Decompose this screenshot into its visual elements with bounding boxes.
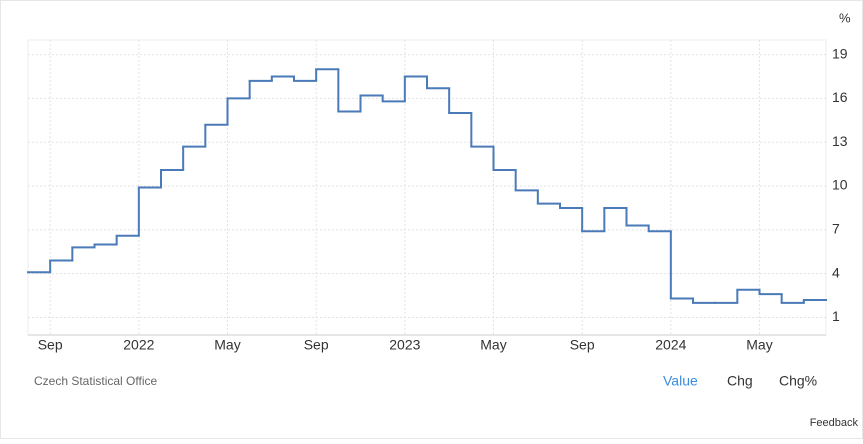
x-tick-label: May	[746, 337, 772, 353]
value-button[interactable]: Value	[663, 373, 698, 389]
x-tick-label: 2023	[389, 337, 420, 353]
y-tick-label: 1	[832, 308, 840, 324]
y-tick-label: 19	[832, 45, 848, 61]
source: Czech Statistical Office	[34, 374, 157, 388]
x-tick-label: 2024	[655, 337, 686, 353]
y-tick-label: 7	[832, 221, 840, 237]
x-tick-label: May	[480, 337, 506, 353]
x-tick-label: Sep	[38, 337, 63, 353]
unit-label: %	[839, 10, 851, 25]
x-tick-label: Sep	[570, 337, 595, 353]
chg-pct-button[interactable]: Chg%	[779, 373, 817, 389]
y-tick-label: 10	[832, 177, 848, 193]
x-tick-label: Sep	[304, 337, 329, 353]
x-tick-label: May	[214, 337, 240, 353]
feedback-link[interactable]: Feedback	[810, 417, 859, 429]
y-tick-label: 4	[832, 264, 840, 280]
y-tick-label: 16	[832, 89, 848, 105]
chg-button[interactable]: Chg	[727, 373, 753, 389]
x-tick-label: 2022	[123, 337, 154, 353]
y-tick-label: 13	[832, 133, 848, 149]
